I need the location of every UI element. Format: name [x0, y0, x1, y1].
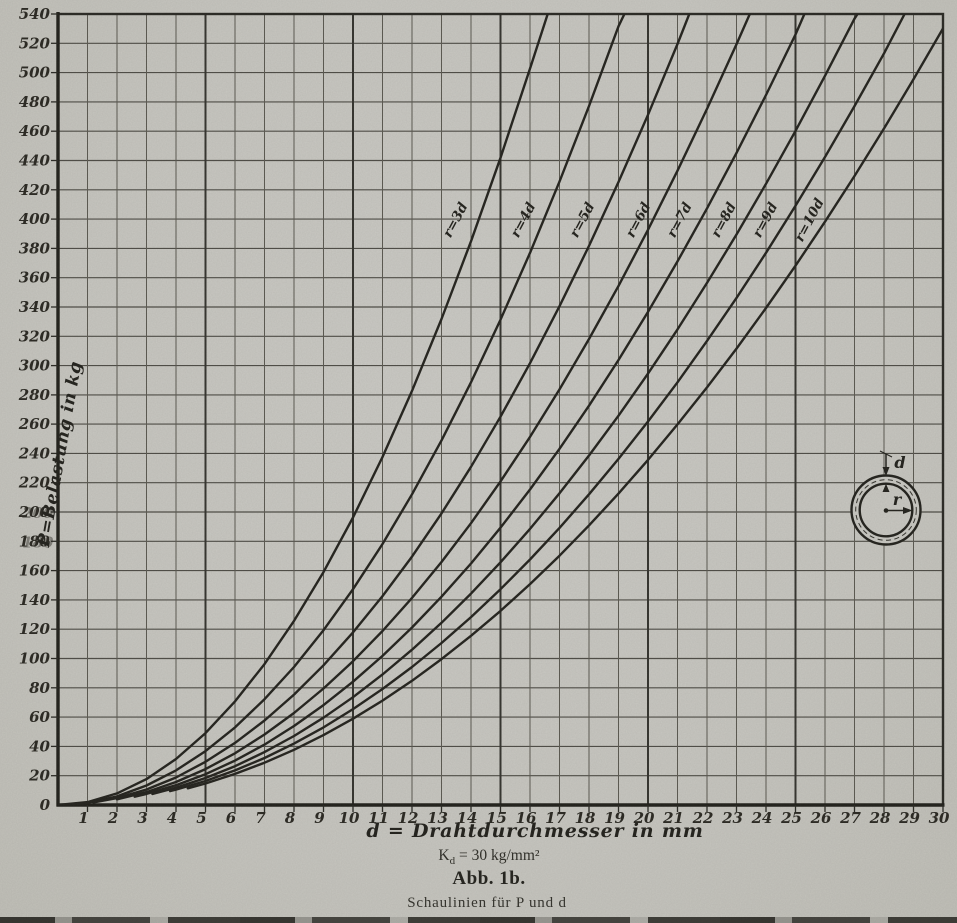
curve-label-r=4d: r=4d	[508, 199, 540, 240]
material-constant-note: Kd = 30 kg/mm²	[438, 847, 539, 867]
ring-cross-section-inset: r d	[850, 450, 922, 546]
y-tick-label: 400	[19, 210, 51, 228]
y-tick-label: 440	[19, 152, 51, 170]
x-tick-label: 9	[314, 809, 325, 827]
y-tick-label: 0	[40, 796, 51, 814]
y-tick-label: 300	[19, 357, 51, 375]
x-tick-label: 10	[339, 809, 360, 827]
y-tick-label: 320	[19, 327, 51, 345]
y-tick-label: 480	[19, 93, 51, 111]
y-tick-label: 140	[19, 591, 51, 609]
y-tick-label: 20	[28, 767, 50, 785]
x-axis-title: d = Drahtdurchmesser in mm	[366, 820, 704, 842]
material-constant-subscript: d	[449, 855, 456, 868]
x-tick-label: 29	[898, 809, 920, 827]
x-tick-label: 3	[137, 809, 147, 827]
x-tick-label: 1	[78, 809, 88, 827]
curve-r=6d	[115, 14, 751, 801]
axes-frame-layer	[51, 12, 945, 812]
material-constant-value: = 30 kg/mm²	[459, 847, 540, 864]
wire-diameter-label: d	[894, 453, 905, 472]
page-bottom-print-edge	[0, 917, 957, 923]
figure-caption: Schaulinien für P und d	[407, 895, 567, 911]
y-tick-label: 60	[29, 708, 50, 726]
x-tick-label: 26	[810, 809, 832, 827]
y-tick-label: 360	[19, 269, 51, 287]
y-tick-label: 80	[29, 679, 50, 697]
y-tick-label: 460	[19, 122, 51, 140]
material-constant-symbol: K	[438, 847, 450, 864]
y-tick-label: 240	[18, 444, 51, 462]
grid-layer	[58, 14, 943, 805]
x-tick-label: 7	[255, 809, 266, 827]
y-tick-label: 120	[19, 620, 51, 638]
curve-label-r=7d: r=7d	[664, 199, 696, 240]
x-tick-label: 6	[226, 809, 237, 827]
y-tick-label: 100	[19, 650, 51, 668]
y-tick-label: 540	[19, 5, 51, 23]
curve-label-r=6d: r=6d	[623, 199, 655, 240]
curve-r=10d	[186, 27, 943, 790]
y-tick-label: 40	[29, 737, 50, 755]
x-tick-label: 2	[107, 809, 118, 827]
y-tick-label: 380	[19, 239, 51, 257]
x-tick-label: 24	[751, 809, 773, 827]
y-tick-label: 280	[18, 386, 51, 404]
x-tick-label: 23	[721, 809, 743, 827]
y-tick-label: 260	[18, 415, 51, 433]
y-tick-label: 160	[19, 562, 51, 580]
curve-r=5d	[92, 14, 691, 804]
x-tick-label: 5	[196, 809, 206, 827]
y-tick-label: 340	[19, 298, 51, 316]
y-tick-label: 520	[19, 34, 51, 52]
x-tick-label: 25	[780, 809, 802, 827]
figure-number: Abb. 1b.	[452, 868, 526, 889]
curve-label-r=3d: r=3d	[440, 199, 472, 240]
x-tick-label: 8	[285, 809, 296, 827]
y-tick-label: 420	[19, 181, 51, 199]
x-tick-label: 30	[929, 809, 950, 827]
y-tick-label: 500	[19, 64, 51, 82]
x-tick-label: 27	[839, 809, 861, 827]
axis-tick-labels-layer: 1 2 3 4 5 6 7 8 9 10 11 12 13 14 15 16 17 18 19 20 21 22 23 24 2…	[18, 5, 950, 827]
x-tick-label: 4	[167, 809, 177, 827]
x-tick-label: 28	[869, 809, 891, 827]
